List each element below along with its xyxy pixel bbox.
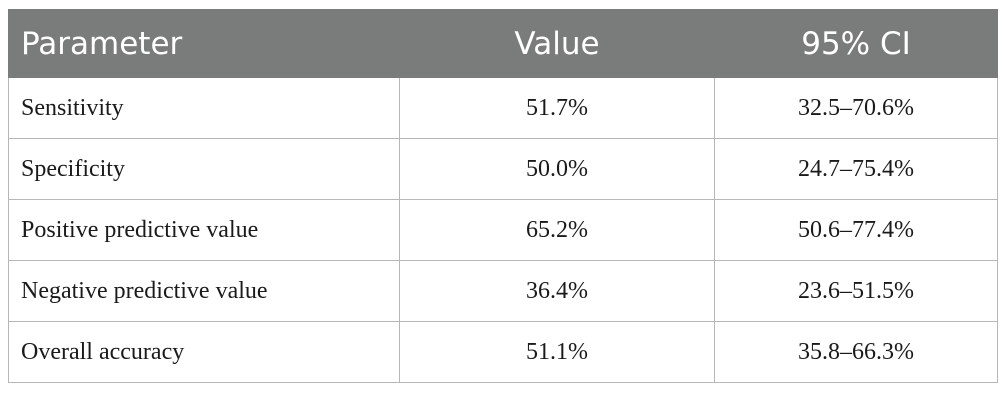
cell-value: 65.2% bbox=[399, 199, 715, 261]
table-body: Sensitivity 51.7% 32.5–70.6% Specificity… bbox=[8, 77, 998, 383]
cell-ci: 50.6–77.4% bbox=[714, 199, 998, 261]
table-row: Positive predictive value 65.2% 50.6–77.… bbox=[8, 199, 998, 261]
cell-value: 51.7% bbox=[399, 77, 715, 139]
table-header: Parameter Value 95% CI bbox=[8, 9, 998, 78]
cell-parameter: Negative predictive value bbox=[8, 260, 400, 322]
results-table: Parameter Value 95% CI Sensitivity 51.7%… bbox=[8, 9, 998, 383]
cell-parameter: Positive predictive value bbox=[8, 199, 400, 261]
header-row: Parameter Value 95% CI bbox=[8, 9, 998, 78]
table-row: Specificity 50.0% 24.7–75.4% bbox=[8, 138, 998, 200]
cell-ci: 24.7–75.4% bbox=[714, 138, 998, 200]
table-row: Sensitivity 51.7% 32.5–70.6% bbox=[8, 77, 998, 139]
cell-value: 36.4% bbox=[399, 260, 715, 322]
cell-parameter: Sensitivity bbox=[8, 77, 400, 139]
cell-ci: 32.5–70.6% bbox=[714, 77, 998, 139]
cell-ci: 23.6–51.5% bbox=[714, 260, 998, 322]
header-parameter: Parameter bbox=[8, 9, 400, 78]
cell-parameter: Specificity bbox=[8, 138, 400, 200]
header-value: Value bbox=[399, 9, 715, 78]
cell-ci: 35.8–66.3% bbox=[714, 321, 998, 383]
cell-parameter: Overall accuracy bbox=[8, 321, 400, 383]
table-row: Overall accuracy 51.1% 35.8–66.3% bbox=[8, 321, 998, 383]
cell-value: 50.0% bbox=[399, 138, 715, 200]
table-row: Negative predictive value 36.4% 23.6–51.… bbox=[8, 260, 998, 322]
results-table-container: Parameter Value 95% CI Sensitivity 51.7%… bbox=[8, 9, 998, 383]
cell-value: 51.1% bbox=[399, 321, 715, 383]
header-ci: 95% CI bbox=[714, 9, 998, 78]
